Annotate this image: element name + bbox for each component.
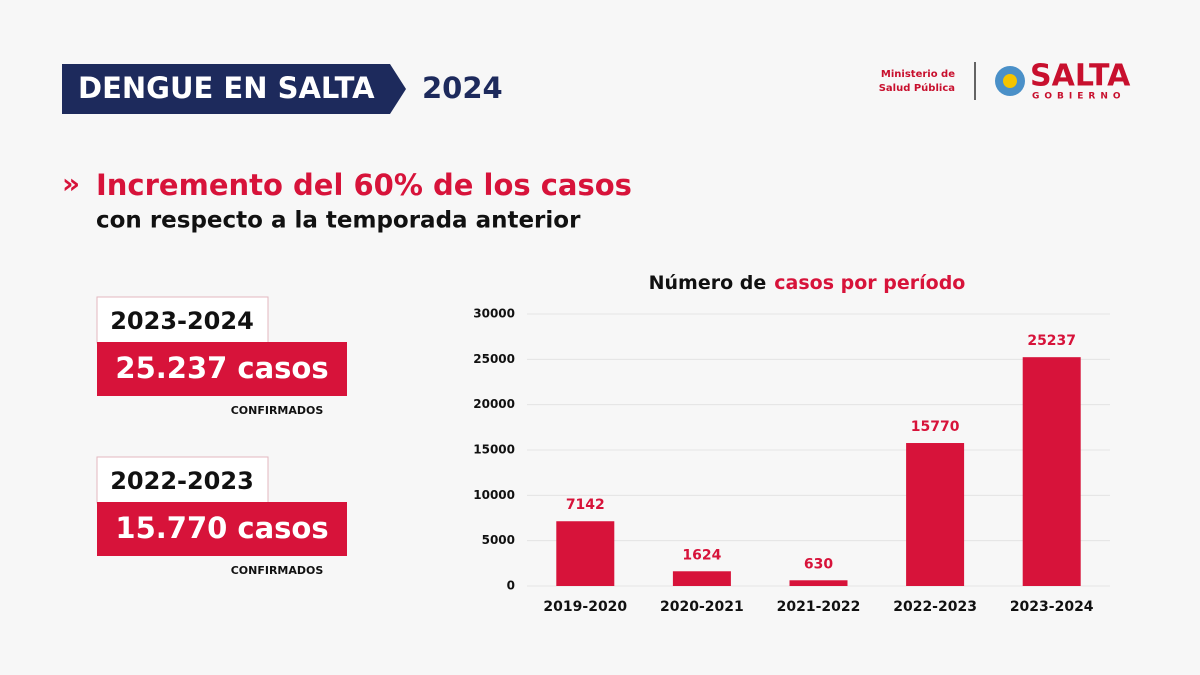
logo-subtext: GOBIERNO [1032,92,1126,102]
x-tick-label: 2022-2023 [893,599,977,615]
y-tick-label: 10000 [473,488,515,502]
page-title: DENGUE EN SALTA [78,71,375,105]
title-banner [62,64,406,114]
y-tick-label: 30000 [473,307,515,321]
card-note: CONFIRMADOS [231,404,324,417]
logo-text: SALTA [1030,59,1131,94]
bar [1022,357,1081,586]
bar [789,580,848,586]
y-tick-label: 25000 [473,352,515,366]
headline: Incremento del 60% de los casos [96,168,632,202]
y-tick-label: 5000 [482,533,515,547]
value-label: 25237 [1027,333,1076,349]
bar [556,521,615,586]
headline-marker: » [62,167,80,200]
logo-icon-center [1003,74,1017,88]
card-cases: 15.770 casos [115,511,328,545]
value-label: 15770 [911,419,960,435]
y-tick-label: 0 [507,579,515,593]
x-tick-label: 2021-2022 [777,599,861,615]
y-tick-label: 20000 [473,397,515,411]
x-tick-label: 2023-2024 [1010,599,1094,615]
subheadline: con respecto a la temporada anterior [96,208,581,234]
value-label: 7142 [566,497,605,513]
ministry-line: Salud Pública [879,82,955,94]
chart-title-part: Número de [649,272,767,294]
cards: 2023-2024 25.237 casos CONFIRMADOS 2022-202… [96,296,347,577]
chart-title: Número de casos por período [649,272,966,294]
value-label: 1624 [682,547,721,563]
value-label: 630 [804,556,833,572]
card-period: 2022-2023 [110,467,254,495]
y-tick-label: 15000 [473,443,515,457]
x-tick-label: 2019-2020 [543,599,627,615]
bar-chart: Número de casos por período 0 5000 10000 150… [473,272,1110,615]
chart-title-part: casos por período [774,272,965,294]
card-cases-box [97,502,347,556]
bar [906,443,965,586]
card-period: 2023-2024 [110,307,254,335]
x-tick-label: 2020-2021 [660,599,744,615]
card-cases: 25.237 casos [115,351,328,385]
card-period-box [96,456,269,504]
card-note: CONFIRMADOS [231,564,324,577]
ministry-line: Ministerio de [881,69,955,80]
bar [672,571,731,586]
year: 2024 [422,71,503,105]
card-cases-box [97,342,347,396]
card-period-box [96,296,269,344]
